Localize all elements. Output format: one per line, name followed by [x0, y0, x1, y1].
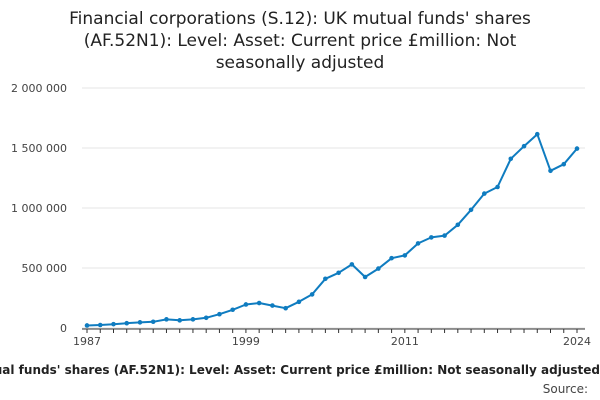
data-point[interactable]: [217, 311, 222, 317]
data-point[interactable]: [124, 320, 130, 326]
x-tick-label: 1987: [73, 335, 101, 348]
data-point[interactable]: [309, 292, 315, 297]
data-point[interactable]: [164, 317, 169, 322]
data-point[interactable]: [150, 319, 156, 325]
data-point[interactable]: [442, 233, 447, 238]
data-point[interactable]: [256, 300, 262, 306]
legend: Financial corporations (S.12): UK mutual…: [0, 363, 600, 381]
data-point[interactable]: [481, 191, 487, 196]
data-point[interactable]: [376, 266, 381, 271]
data-point[interactable]: [296, 299, 302, 305]
x-tick-label: 2024: [563, 335, 591, 348]
y-tick-label: 1 500 000: [11, 142, 67, 155]
data-point[interactable]: [561, 161, 567, 167]
series-layer: [84, 131, 580, 328]
data-point[interactable]: [362, 274, 368, 280]
data-point[interactable]: [429, 235, 434, 240]
series-line[interactable]: [86, 133, 578, 327]
legend-item[interactable]: Financial corporations (S.12): UK mutual…: [0, 363, 600, 377]
data-point[interactable]: [323, 276, 328, 282]
data-point[interactable]: [534, 131, 540, 137]
grid-lines: [82, 87, 585, 329]
data-point[interactable]: [283, 305, 288, 311]
axes: 0 500 000 1 000 000 1 500 000 2 000 000 1987 1…: [11, 82, 591, 348]
data-point[interactable]: [336, 270, 341, 276]
data-point[interactable]: [137, 320, 143, 325]
data-point[interactable]: [177, 318, 183, 323]
x-tick-label: 2011: [391, 335, 419, 348]
y-tick-label: 0: [60, 322, 67, 335]
data-point[interactable]: [521, 143, 527, 149]
data-point[interactable]: [455, 222, 461, 228]
data-point[interactable]: [468, 207, 474, 213]
data-point[interactable]: [415, 241, 421, 246]
y-tick-label: 500 000: [22, 262, 68, 275]
data-point[interactable]: [402, 253, 408, 258]
data-point[interactable]: [548, 168, 553, 174]
data-point[interactable]: [230, 307, 235, 313]
chart-title: Financial corporations (S.12): UK mutual…: [69, 9, 531, 73]
y-tick-label: 1 000 000: [11, 202, 67, 215]
x-tick-label: 1999: [232, 335, 260, 348]
data-point[interactable]: [508, 156, 514, 162]
data-point[interactable]: [111, 321, 116, 327]
y-tick-label: 2 000 000: [11, 82, 67, 95]
data-point[interactable]: [84, 323, 90, 328]
data-point[interactable]: [574, 146, 580, 151]
data-point[interactable]: [495, 184, 500, 190]
data-point[interactable]: [97, 322, 103, 328]
data-point[interactable]: [270, 303, 275, 308]
data-point[interactable]: [389, 255, 394, 261]
data-point[interactable]: [349, 262, 355, 267]
data-point[interactable]: [243, 302, 249, 307]
source-label: Source:: [542, 382, 588, 396]
data-point[interactable]: [203, 315, 209, 321]
data-point[interactable]: [190, 317, 196, 322]
